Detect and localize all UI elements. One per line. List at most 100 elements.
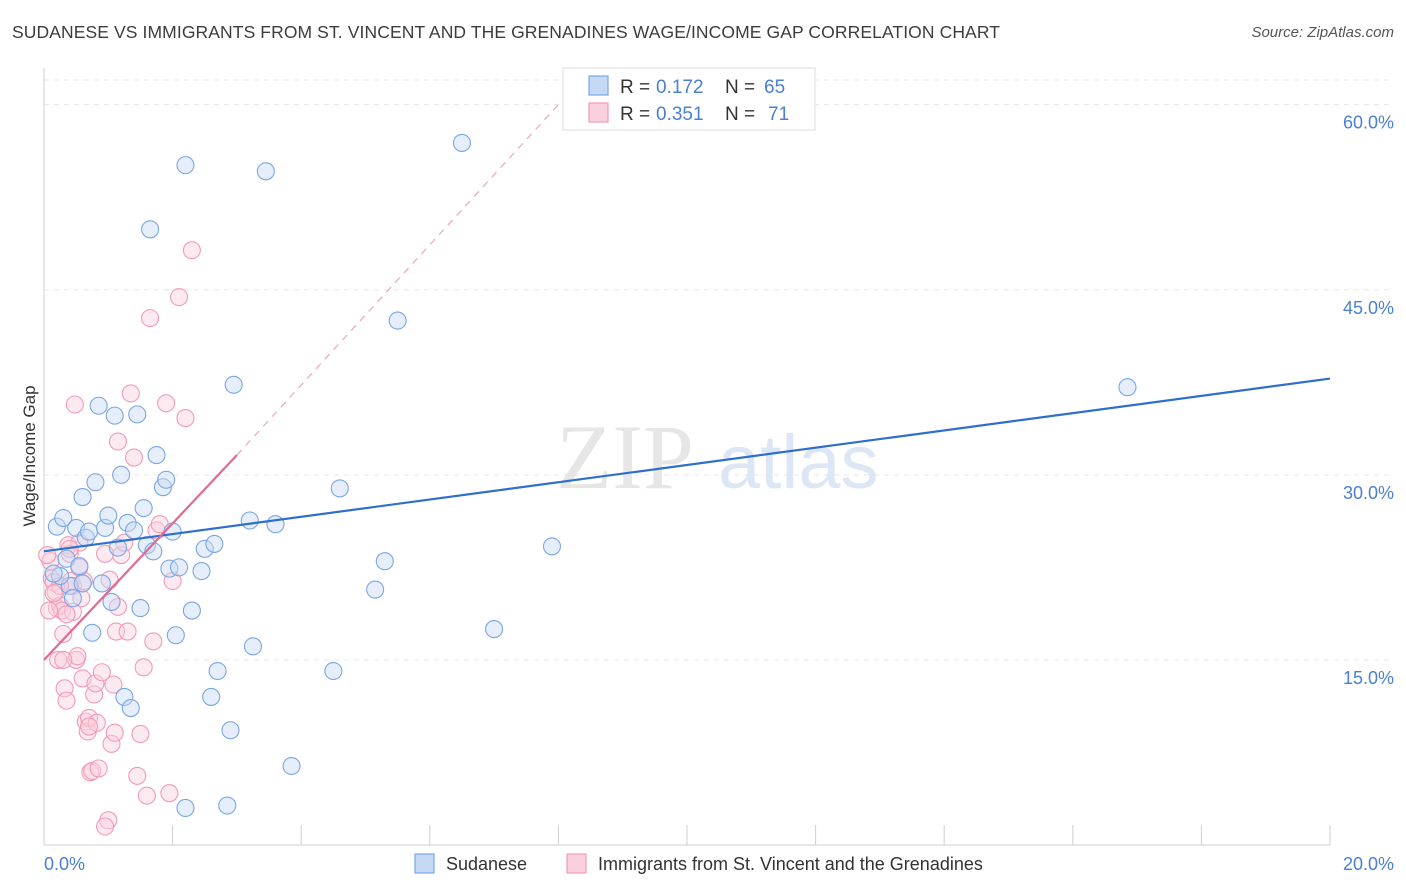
legend-n-label-2: N = xyxy=(725,104,755,125)
blue-point xyxy=(256,162,275,181)
legend-r-label-1: R = xyxy=(620,77,650,98)
blue-point xyxy=(166,626,185,645)
legend-n-value-2: 71 xyxy=(768,104,789,125)
legend-box: R = 0.172 N = 65 R = 0.351 N = 71 xyxy=(562,67,816,131)
pink-point xyxy=(54,624,73,644)
blue-point xyxy=(157,470,176,489)
pink-point xyxy=(57,691,76,710)
pink-point xyxy=(79,717,99,736)
x-tick-label-min: 0.0% xyxy=(44,854,85,874)
chart-source: Source: ZipAtlas.com xyxy=(1251,24,1394,41)
blue-point xyxy=(73,487,92,507)
pink-point xyxy=(89,759,108,778)
legend-swatch-blue xyxy=(588,75,609,96)
blue-point xyxy=(128,405,147,424)
blue-point xyxy=(89,396,108,415)
blue-point xyxy=(243,637,263,656)
blue-point xyxy=(208,661,227,681)
pink-point xyxy=(169,288,189,307)
pink-point xyxy=(118,622,137,641)
blue-point xyxy=(141,220,160,239)
blue-point xyxy=(176,798,195,818)
gridlines xyxy=(44,79,1394,661)
blue-point xyxy=(121,698,140,718)
y-tick-label-30: 30.0% xyxy=(1343,483,1394,503)
blue-point xyxy=(115,687,134,706)
legend-r-value-1: 0.172 xyxy=(656,77,704,98)
blue-point xyxy=(70,557,89,576)
blue-point xyxy=(108,538,127,557)
y-tick-label-15: 15.0% xyxy=(1343,668,1394,688)
legend-r-value-2: 0.351 xyxy=(656,104,704,125)
pink-point xyxy=(176,409,195,428)
blue-point xyxy=(388,311,407,330)
blue-point xyxy=(169,558,189,577)
blue-point xyxy=(452,133,472,152)
pink-point xyxy=(96,817,115,836)
bottom-legend-swatch-pink xyxy=(566,853,587,874)
blue-point xyxy=(86,473,105,492)
pink-point xyxy=(105,723,124,742)
blue-point xyxy=(99,506,118,525)
blue-point xyxy=(79,522,99,541)
y-tick-label-45: 45.0% xyxy=(1343,298,1394,318)
blue-point xyxy=(44,564,63,583)
pink-point xyxy=(86,674,105,693)
pink-point xyxy=(124,448,144,467)
pink-point xyxy=(44,584,63,603)
y-tick-label-60: 60.0% xyxy=(1343,113,1394,133)
watermark-zip: ZIP xyxy=(556,406,694,508)
watermark-atlas: atlas xyxy=(718,420,879,505)
blue-point xyxy=(73,574,92,593)
bottom-legend: Sudanese Immigrants from St. Vincent and… xyxy=(414,853,983,874)
pink-point xyxy=(134,658,153,677)
blue-point xyxy=(202,687,221,706)
blue-point xyxy=(124,521,144,540)
pink-point xyxy=(128,766,147,785)
blue-point xyxy=(205,534,224,553)
y-axis-label: Wage/Income Gap xyxy=(20,385,39,526)
pink-point xyxy=(57,605,76,624)
blue-point xyxy=(192,562,211,581)
trend-lines xyxy=(43,104,1331,661)
blue-point xyxy=(92,574,111,593)
blue-point xyxy=(195,539,214,558)
pink-point xyxy=(102,734,121,753)
bottom-legend-label-sudanese: Sudanese xyxy=(446,854,527,874)
x-tick-label-max: 20.0% xyxy=(1343,854,1394,874)
bottom-legend-swatch-blue xyxy=(414,853,435,874)
blue-point xyxy=(118,513,137,533)
blue-point xyxy=(83,623,102,642)
pink-point xyxy=(92,663,111,682)
blue-point xyxy=(485,620,504,639)
pink-point xyxy=(137,786,156,805)
pink-point xyxy=(131,724,150,744)
y-tick-labels: 15.0% 30.0% 45.0% 60.0% xyxy=(1343,113,1394,688)
pink-point xyxy=(157,394,176,413)
pink-point xyxy=(104,675,123,694)
blue-point xyxy=(282,756,301,776)
pink-point xyxy=(141,309,160,328)
legend-r-label-2: R = xyxy=(620,104,650,125)
blue-point xyxy=(330,479,349,498)
blue-point xyxy=(63,589,82,608)
blue-point xyxy=(54,508,73,528)
blue-point xyxy=(221,721,240,740)
watermark: ZIP atlas xyxy=(556,406,879,508)
blue-point xyxy=(542,537,562,556)
blue-point xyxy=(160,559,179,578)
series-blue-points xyxy=(44,133,1137,818)
chart-title: SUDANESE VS IMMIGRANTS FROM ST. VINCENT … xyxy=(12,22,1001,42)
trend-line-svg-extension xyxy=(236,104,559,456)
blue-point xyxy=(266,515,285,534)
pink-point xyxy=(68,647,87,666)
pink-point xyxy=(182,241,201,260)
blue-point xyxy=(176,156,195,175)
blue-point xyxy=(105,406,124,425)
pink-point xyxy=(54,650,73,669)
blue-point xyxy=(102,592,121,611)
pink-point xyxy=(160,784,179,803)
blue-point xyxy=(134,499,153,518)
pink-point xyxy=(40,601,59,620)
